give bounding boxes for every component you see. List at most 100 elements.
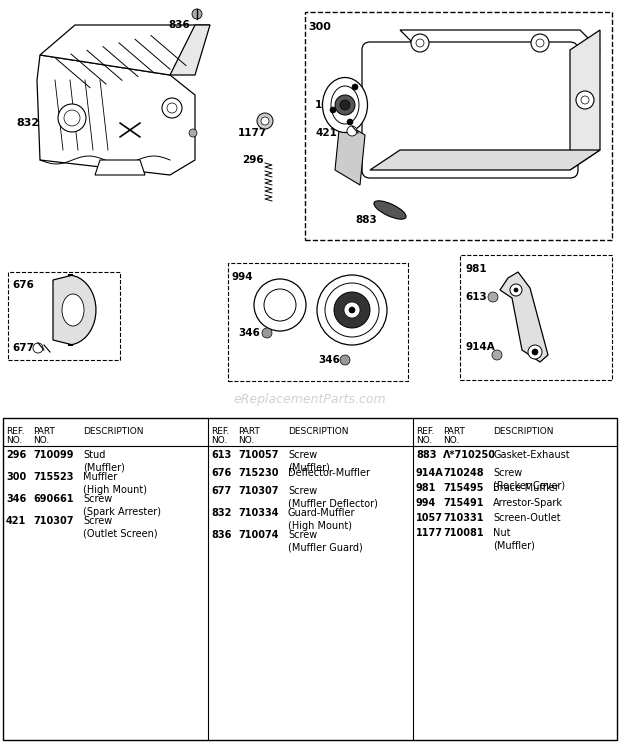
Bar <box>228 263 408 381</box>
Polygon shape <box>170 25 210 75</box>
Text: DESCRIPTION: DESCRIPTION <box>493 427 554 436</box>
Text: Screw: Screw <box>288 450 317 460</box>
Text: 832: 832 <box>211 508 231 518</box>
Circle shape <box>532 349 538 355</box>
Ellipse shape <box>62 294 84 326</box>
Text: 710307: 710307 <box>33 516 74 526</box>
Text: DESCRIPTION: DESCRIPTION <box>83 427 143 436</box>
Circle shape <box>576 91 594 109</box>
Text: REF.: REF. <box>6 427 24 436</box>
Text: 1057: 1057 <box>315 100 344 110</box>
Text: 676: 676 <box>12 280 34 290</box>
Text: 710307: 710307 <box>238 486 278 496</box>
Text: 715495: 715495 <box>443 483 484 493</box>
Circle shape <box>254 279 306 331</box>
Text: Nut: Nut <box>493 528 510 538</box>
Circle shape <box>189 129 197 137</box>
Circle shape <box>264 289 296 321</box>
Circle shape <box>411 34 429 52</box>
Text: 994: 994 <box>416 498 436 508</box>
Text: NO.: NO. <box>211 436 228 445</box>
Text: 715230: 715230 <box>238 468 278 478</box>
Text: 994: 994 <box>232 272 254 282</box>
Ellipse shape <box>322 77 368 132</box>
Text: (Outlet Screen): (Outlet Screen) <box>83 529 157 539</box>
Text: 613: 613 <box>465 292 487 302</box>
Text: Deflector-Muffler: Deflector-Muffler <box>288 468 370 478</box>
Circle shape <box>531 34 549 52</box>
Circle shape <box>528 345 542 359</box>
Text: (Spark Arrester): (Spark Arrester) <box>83 507 161 517</box>
Circle shape <box>340 100 350 110</box>
Text: 421: 421 <box>315 128 337 138</box>
Text: 883: 883 <box>355 215 377 225</box>
Text: 710081: 710081 <box>443 528 484 538</box>
Text: (Muffler): (Muffler) <box>493 541 535 551</box>
Circle shape <box>344 302 360 318</box>
Text: 676: 676 <box>211 468 231 478</box>
Text: 914A: 914A <box>416 468 444 478</box>
Text: (Muffler): (Muffler) <box>83 463 125 473</box>
Circle shape <box>340 355 350 365</box>
Text: (Muffler): (Muffler) <box>288 463 330 473</box>
Text: Screen-Outlet: Screen-Outlet <box>493 513 560 523</box>
Circle shape <box>334 292 370 328</box>
Text: 421: 421 <box>6 516 26 526</box>
Bar <box>305 12 612 240</box>
Text: DESCRIPTION: DESCRIPTION <box>288 427 348 436</box>
Text: REF.: REF. <box>211 427 229 436</box>
Text: 710099: 710099 <box>33 450 74 460</box>
Text: Stud: Stud <box>83 450 105 460</box>
Text: PART: PART <box>33 427 55 436</box>
Text: 346: 346 <box>318 355 340 365</box>
Text: 710334: 710334 <box>238 508 278 518</box>
Text: 1177: 1177 <box>416 528 443 538</box>
Text: 613: 613 <box>211 450 231 460</box>
Text: 346: 346 <box>6 494 26 504</box>
Text: Guard-Muffler: Guard-Muffler <box>288 508 355 518</box>
Text: 914A: 914A <box>465 342 495 352</box>
Text: Screw: Screw <box>83 494 112 504</box>
Polygon shape <box>53 275 96 345</box>
FancyBboxPatch shape <box>362 42 578 178</box>
Text: 1177: 1177 <box>238 128 267 138</box>
Circle shape <box>335 95 355 115</box>
Text: Screw: Screw <box>83 516 112 526</box>
Text: 710331: 710331 <box>443 513 484 523</box>
Circle shape <box>352 84 358 90</box>
Text: Screw: Screw <box>288 530 317 540</box>
Text: 710248: 710248 <box>443 468 484 478</box>
Text: 677: 677 <box>12 343 34 353</box>
Text: Brace-Muffler: Brace-Muffler <box>493 483 559 493</box>
Text: Arrestor-Spark: Arrestor-Spark <box>493 498 563 508</box>
Text: 981: 981 <box>416 483 436 493</box>
Text: (High Mount): (High Mount) <box>288 521 352 531</box>
Circle shape <box>257 113 273 129</box>
Text: 690661: 690661 <box>33 494 74 504</box>
Text: (Muffler Deflector): (Muffler Deflector) <box>288 499 378 509</box>
Circle shape <box>510 284 522 296</box>
Circle shape <box>488 292 498 302</box>
Text: 296: 296 <box>242 155 264 165</box>
Text: NO.: NO. <box>443 436 459 445</box>
Circle shape <box>347 126 357 136</box>
Polygon shape <box>570 30 600 170</box>
Text: 300: 300 <box>6 472 26 482</box>
Ellipse shape <box>374 201 406 219</box>
Text: Muffler: Muffler <box>83 472 117 482</box>
Text: PART: PART <box>443 427 465 436</box>
Polygon shape <box>370 150 600 170</box>
Text: 836: 836 <box>211 530 231 540</box>
Text: Screw: Screw <box>288 486 317 496</box>
Text: 832: 832 <box>16 118 39 128</box>
Polygon shape <box>95 160 145 175</box>
Circle shape <box>325 283 379 337</box>
Circle shape <box>330 107 336 113</box>
Text: eReplacementParts.com: eReplacementParts.com <box>234 394 386 406</box>
Text: PART: PART <box>238 427 260 436</box>
Polygon shape <box>37 55 195 175</box>
Text: Λ*710250: Λ*710250 <box>443 450 496 460</box>
Text: (High Mount): (High Mount) <box>83 485 147 495</box>
Circle shape <box>416 39 424 47</box>
Circle shape <box>581 96 589 104</box>
